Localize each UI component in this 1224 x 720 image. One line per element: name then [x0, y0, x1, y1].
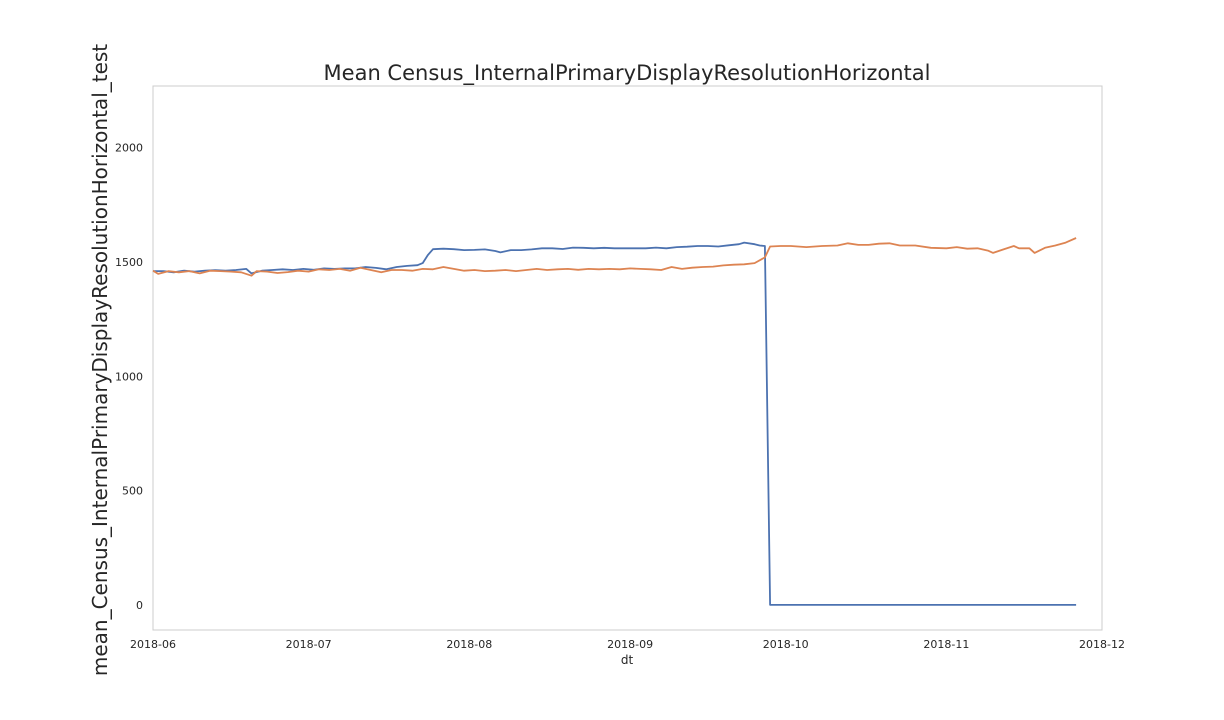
x-tick-label: 2018-10	[763, 638, 809, 651]
y-tick-label: 0	[136, 599, 143, 612]
y-tick-label: 1000	[115, 370, 143, 383]
series-layer	[152, 237, 1077, 606]
x-axis-label: dt	[621, 653, 634, 667]
x-tick-label: 2018-08	[446, 638, 492, 651]
x-tick-label: 2018-09	[607, 638, 653, 651]
y-tick-label: 500	[122, 485, 143, 498]
x-axis-ticks: 2018-06 2018-07 2018-08 2018-09 2018-10 2018-…	[130, 638, 1125, 651]
x-tick-label: 2018-12	[1079, 638, 1125, 651]
y-axis-ticks: 0 500 1000 1500 2000	[115, 142, 143, 612]
y-tick-label: 2000	[115, 142, 143, 155]
chart-title: Mean Census_InternalPrimaryDisplayResolu…	[324, 61, 931, 86]
x-tick-label: 2018-07	[286, 638, 332, 651]
series-line-1	[153, 241, 1077, 606]
y-axis-label: mean_Census_InternalPrimaryDisplayResolu…	[88, 44, 112, 676]
plot-frame	[152, 85, 1103, 631]
series-line-2	[152, 237, 1077, 277]
x-tick-label: 2018-06	[130, 638, 176, 651]
x-tick-label: 2018-11	[923, 638, 969, 651]
y-tick-label: 1500	[115, 256, 143, 269]
